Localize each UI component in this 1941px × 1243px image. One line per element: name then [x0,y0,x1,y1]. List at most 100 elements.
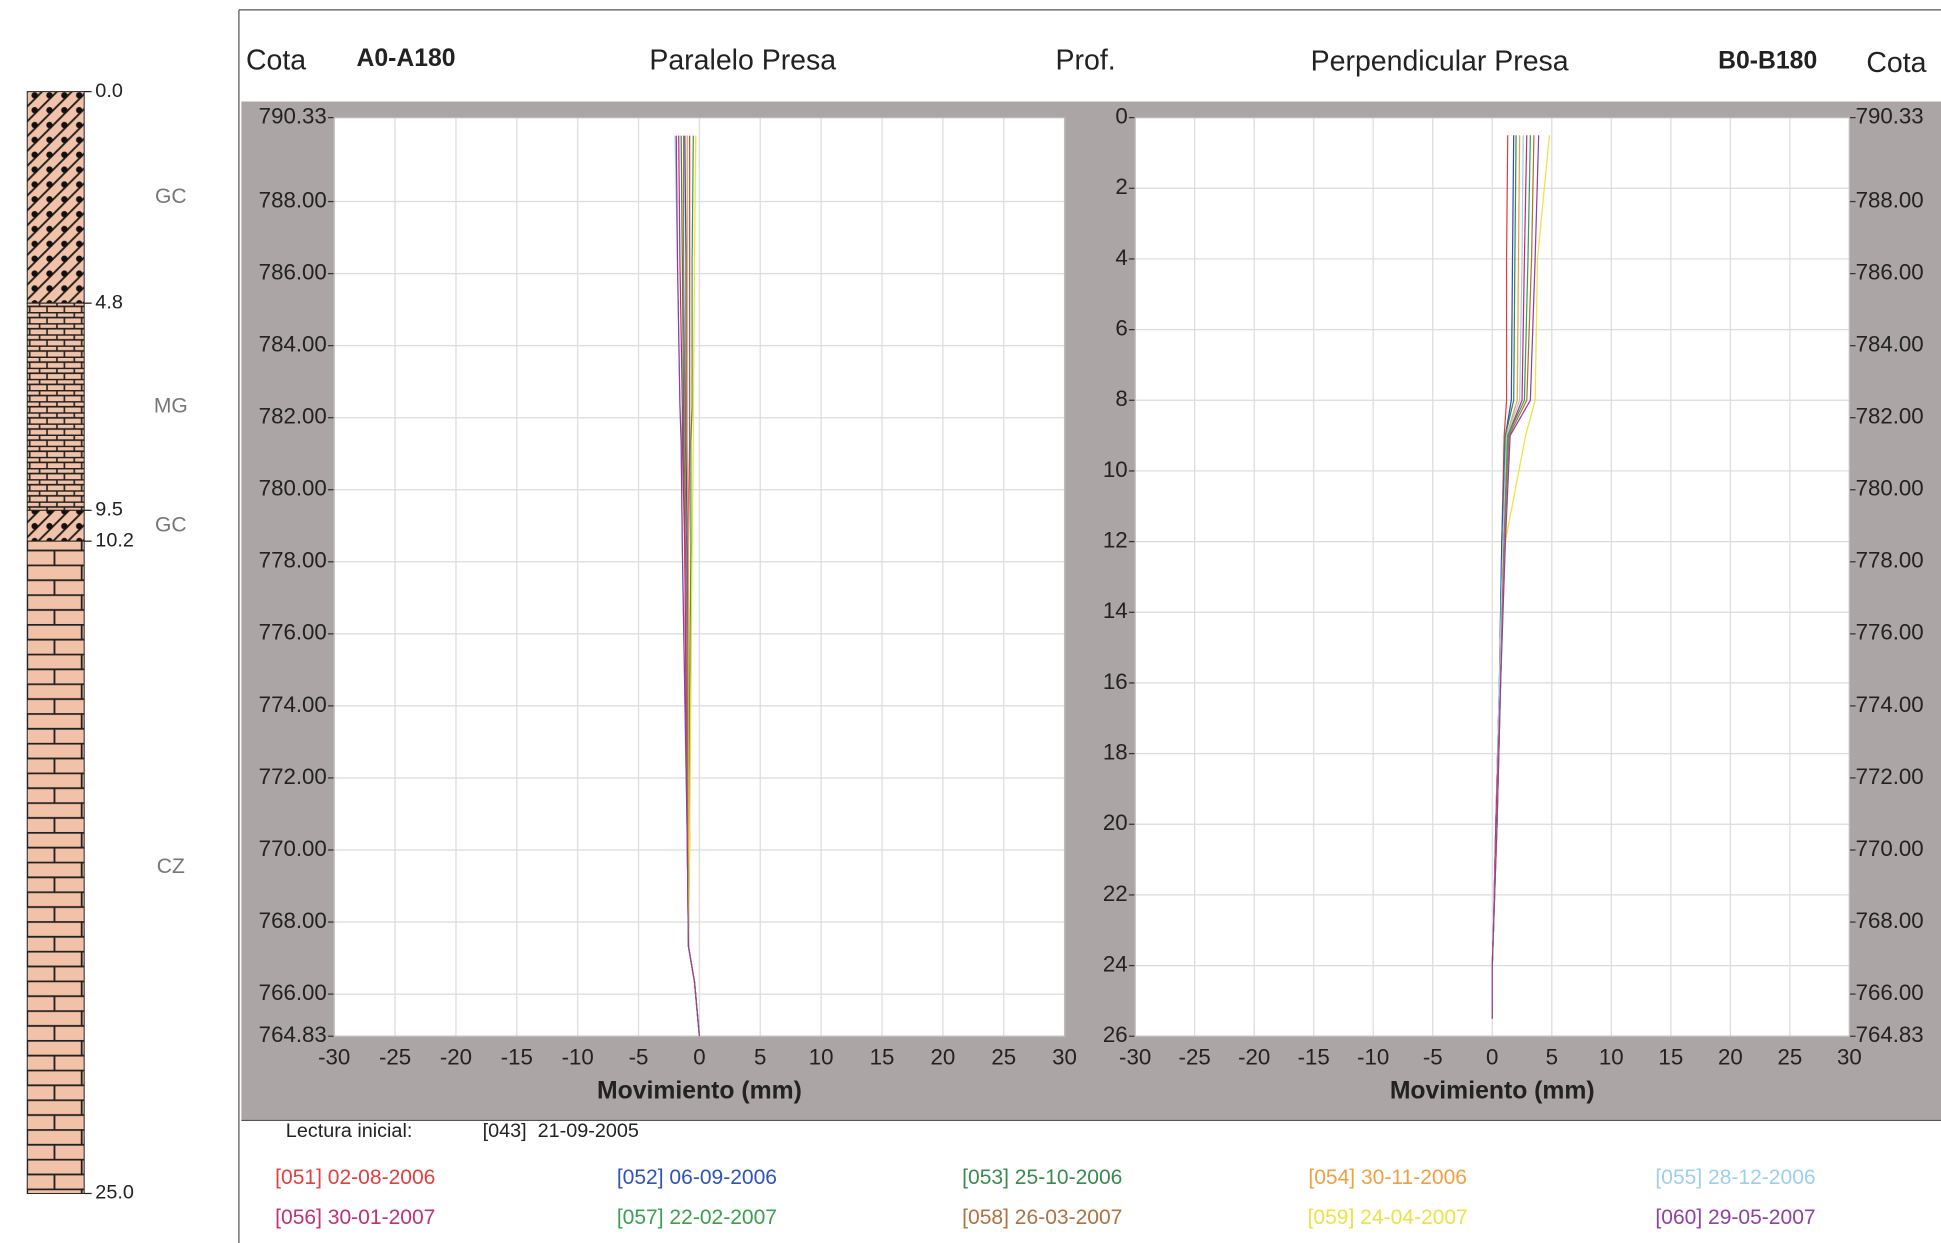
depth-label: 0.0 [95,80,123,102]
y-tick-label: 24 [1103,951,1128,976]
x-tick-label: 15 [1658,1044,1683,1069]
header-ylabel: Cota [246,44,306,76]
x-tick-label: 15 [870,1044,895,1069]
header-ylabel: Prof. [1056,44,1116,76]
y-tick-label: 772.00 [259,764,327,789]
profile-line [675,135,701,1037]
y-tick-label: 790.33 [259,104,327,129]
legend-entry: [052] 06-09-2006 [617,1166,777,1189]
y-tick-label: 786.00 [259,259,327,284]
y-tick-label: 14 [1103,598,1128,623]
y2-tick-label: 782.00 [1856,404,1924,429]
y2-tick-label: 778.00 [1856,548,1924,573]
x-tick-label: -20 [1238,1044,1270,1069]
header-label: A0-A180 [356,45,455,72]
y2-tick-label: 776.00 [1856,620,1924,645]
x-tick-label: 5 [1546,1044,1558,1069]
stratum-code: GC [155,513,187,536]
x-tick-label: -25 [379,1044,411,1069]
depth-label: 9.5 [95,499,123,521]
x-tick-label: 10 [1599,1044,1624,1069]
stratum-code: GC [155,185,187,208]
legend-entry: [058] 26-03-2007 [962,1206,1122,1229]
y-tick-label: 0 [1115,104,1127,129]
y2-tick-label: 788.00 [1856,187,1924,212]
y-tick-label: 18 [1103,739,1128,764]
y2-tick-label: 784.00 [1856,332,1924,357]
stratum-code: CZ [157,855,185,878]
x-tick-label: -30 [318,1044,350,1069]
y-tick-label: 774.00 [259,692,327,717]
header-title: Paralelo Presa [649,44,836,76]
stratum-code: MG [154,394,188,417]
x-tick-label: -30 [1119,1044,1151,1069]
stratum-layer [26,509,85,542]
legend-entry: [060] 29-05-2007 [1655,1206,1815,1229]
x-tick-label: 25 [991,1044,1016,1069]
x-tick-label: 5 [754,1044,766,1069]
y-tick-label: 20 [1103,810,1128,835]
plot-border [1134,116,1851,1037]
x-tick-label: -25 [1179,1044,1211,1069]
y2-tick-label: 786.00 [1856,259,1924,284]
x-tick-label: 20 [930,1044,955,1069]
depth-label: 25.0 [95,1182,134,1204]
y-tick-label: 2 [1115,174,1127,199]
x-tick-label: -15 [1298,1044,1330,1069]
depth-label: 10.2 [95,529,134,551]
y-tick-label: 766.00 [259,980,327,1005]
header-title: Perpendicular Presa [1311,46,1569,78]
header-y2label: Cota [1866,47,1926,79]
legend-entry: [056] 30-01-2007 [275,1206,435,1229]
x-axis-label: Movimiento (mm) [597,1077,802,1104]
y2-tick-label: 790.33 [1856,104,1924,129]
y-tick-label: 784.00 [259,332,327,357]
x-tick-label: 0 [693,1044,705,1069]
y-tick-label: 26 [1103,1022,1128,1047]
initial-label: Lectura inicial: [286,1120,413,1142]
x-tick-label: -10 [1357,1044,1389,1069]
x-tick-label: -20 [440,1044,472,1069]
y-tick-label: 764.83 [259,1022,327,1047]
header-label: B0-B180 [1718,47,1817,74]
legend-entry: [053] 25-10-2006 [962,1166,1122,1189]
y2-tick-label: 764.83 [1856,1022,1924,1047]
y2-tick-label: 774.00 [1856,692,1924,717]
y2-tick-label: 780.00 [1856,476,1924,501]
legend-entry: [057] 22-02-2007 [617,1206,777,1229]
x-tick-label: 10 [809,1044,834,1069]
x-tick-label: 30 [1052,1044,1077,1069]
x-tick-label: 25 [1777,1044,1802,1069]
x-tick-label: -15 [501,1044,533,1069]
y-tick-label: 16 [1103,669,1128,694]
y-tick-label: 6 [1115,315,1127,340]
y-tick-label: 12 [1103,527,1128,552]
y-tick-label: 4 [1115,245,1127,270]
x-axis-label: Movimiento (mm) [1390,1077,1595,1104]
x-tick-label: -5 [1423,1044,1443,1069]
y-tick-label: 782.00 [259,404,327,429]
y2-tick-label: 772.00 [1856,764,1924,789]
y2-tick-label: 766.00 [1856,980,1924,1005]
stratum-layer [26,91,85,304]
stratum-layer [26,302,85,511]
y2-tick-label: 770.00 [1856,836,1924,861]
x-tick-label: 0 [1486,1044,1498,1069]
y-tick-label: 10 [1103,457,1128,482]
x-tick-label: 20 [1718,1044,1743,1069]
initial-reading: [043] 21-09-2005 [483,1120,639,1142]
y-tick-label: 776.00 [259,620,327,645]
stratum-layer [26,540,85,1194]
legend-entry: [051] 02-08-2006 [275,1166,435,1189]
legend-entry: [059] 24-04-2007 [1308,1206,1468,1229]
y-tick-label: 22 [1103,881,1128,906]
profile-line [1491,135,1540,1019]
y-tick-label: 788.00 [259,187,327,212]
y-tick-label: 778.00 [259,548,327,573]
legend-entry: [054] 30-11-2006 [1308,1166,1467,1189]
x-tick-label: 30 [1837,1044,1862,1069]
y-tick-label: 8 [1115,386,1127,411]
y-tick-label: 770.00 [259,836,327,861]
